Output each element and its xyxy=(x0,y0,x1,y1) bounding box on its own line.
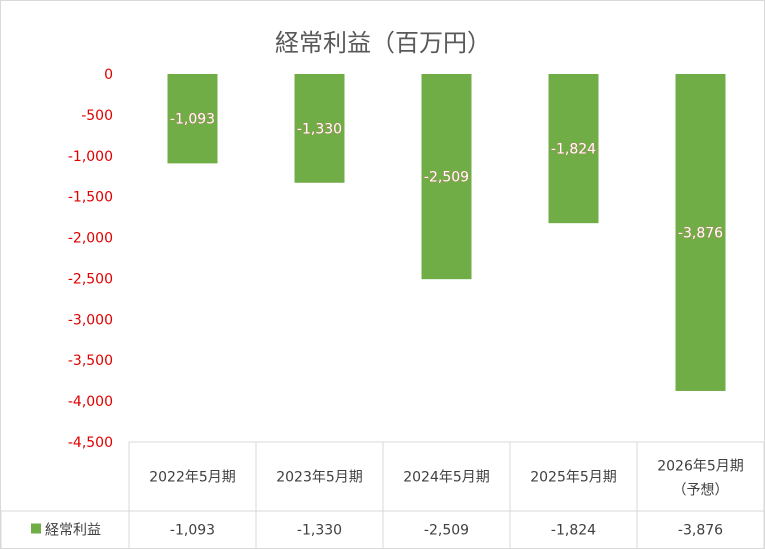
data-label: -2,509 xyxy=(424,170,469,186)
y-tick-label: -4,500 xyxy=(68,435,113,451)
y-tick-label: -2,000 xyxy=(68,231,113,247)
bar xyxy=(167,74,218,164)
chart-title: 経常利益（百万円） xyxy=(275,29,491,57)
data-label: -1,093 xyxy=(170,112,215,128)
y-tick-label: -1,500 xyxy=(68,190,113,206)
data-table: 2022年5月期 2023年5月期 2024年5月期 2025年5月期 2026年5月期… xyxy=(1,441,764,548)
category-label: 2026年5月期 xyxy=(657,459,744,475)
y-tick-label: -2,500 xyxy=(68,271,113,287)
grid-layer: 0 -500 -1,000 -1,500 -2,000 -2,500 -3,000 -3,50… xyxy=(68,67,113,451)
category-label: （予想） xyxy=(673,483,729,499)
data-label: -1,824 xyxy=(551,142,596,158)
bars-layer: -1,093 -1,330 -2,509 -1,824 -3,876 xyxy=(167,74,726,391)
bar xyxy=(294,74,345,183)
bar xyxy=(421,74,472,280)
table-value: -1,330 xyxy=(297,523,342,539)
bar xyxy=(548,74,599,224)
y-tick-label: -1,000 xyxy=(68,149,113,165)
data-label: -3,876 xyxy=(678,225,723,241)
table-value: -2,509 xyxy=(424,523,469,539)
table-value: -1,093 xyxy=(170,523,215,539)
data-label: -1,330 xyxy=(297,121,342,137)
table-value: -1,824 xyxy=(551,523,596,539)
category-label: 2025年5月期 xyxy=(530,470,617,486)
category-label: 2023年5月期 xyxy=(276,470,363,486)
y-tick-label: -500 xyxy=(81,108,113,124)
bar xyxy=(675,74,726,391)
legend-series-name: 経常利益 xyxy=(45,523,101,539)
category-label: 2022年5月期 xyxy=(149,470,236,486)
category-label: 2024年5月期 xyxy=(403,470,490,486)
table-value: -3,876 xyxy=(678,523,723,539)
legend-key xyxy=(31,523,41,534)
y-tick-label: -4,000 xyxy=(68,394,113,410)
y-tick-label: -3,500 xyxy=(68,353,113,369)
y-tick-label: 0 xyxy=(104,67,113,83)
y-tick-label: -3,000 xyxy=(68,312,113,328)
